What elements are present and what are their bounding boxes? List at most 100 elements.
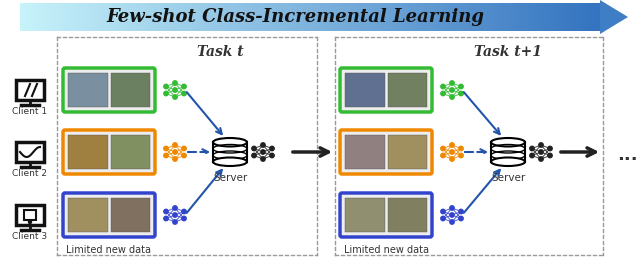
Circle shape	[252, 146, 256, 151]
Circle shape	[182, 209, 186, 214]
Bar	[213, 142, 247, 162]
Text: Limited new data: Limited new data	[67, 245, 152, 255]
Polygon shape	[556, 3, 557, 31]
Polygon shape	[492, 3, 493, 31]
Polygon shape	[252, 3, 254, 31]
Polygon shape	[136, 3, 138, 31]
Polygon shape	[349, 3, 351, 31]
Polygon shape	[118, 3, 120, 31]
Polygon shape	[97, 3, 99, 31]
Polygon shape	[134, 3, 136, 31]
Polygon shape	[200, 3, 202, 31]
Polygon shape	[577, 3, 579, 31]
Polygon shape	[205, 3, 207, 31]
Polygon shape	[271, 3, 273, 31]
Polygon shape	[37, 3, 39, 31]
Polygon shape	[330, 3, 332, 31]
Polygon shape	[362, 3, 364, 31]
Polygon shape	[92, 3, 93, 31]
Polygon shape	[169, 3, 171, 31]
Polygon shape	[410, 3, 412, 31]
Polygon shape	[184, 3, 186, 31]
Polygon shape	[417, 3, 419, 31]
Polygon shape	[554, 3, 556, 31]
Circle shape	[270, 153, 274, 158]
Ellipse shape	[491, 138, 525, 147]
Polygon shape	[28, 3, 29, 31]
Polygon shape	[455, 3, 457, 31]
FancyBboxPatch shape	[340, 68, 432, 112]
Polygon shape	[248, 3, 250, 31]
Polygon shape	[120, 3, 122, 31]
Polygon shape	[445, 3, 447, 31]
FancyBboxPatch shape	[16, 205, 44, 225]
Bar	[345, 73, 385, 107]
Polygon shape	[116, 3, 118, 31]
FancyBboxPatch shape	[63, 68, 155, 112]
Polygon shape	[544, 3, 546, 31]
Polygon shape	[476, 3, 478, 31]
Polygon shape	[339, 3, 341, 31]
Ellipse shape	[213, 138, 247, 147]
Polygon shape	[281, 3, 283, 31]
Circle shape	[441, 216, 445, 221]
Circle shape	[450, 143, 454, 147]
Circle shape	[261, 157, 265, 161]
Circle shape	[261, 150, 265, 154]
Bar	[387, 73, 427, 107]
Polygon shape	[223, 3, 225, 31]
Polygon shape	[317, 3, 319, 31]
Polygon shape	[438, 3, 440, 31]
Polygon shape	[268, 3, 269, 31]
Polygon shape	[401, 3, 403, 31]
Polygon shape	[521, 3, 523, 31]
Polygon shape	[569, 3, 571, 31]
FancyBboxPatch shape	[63, 193, 155, 237]
Circle shape	[459, 84, 463, 89]
Polygon shape	[310, 3, 312, 31]
Polygon shape	[72, 3, 74, 31]
Polygon shape	[550, 3, 552, 31]
Polygon shape	[503, 3, 505, 31]
Polygon shape	[80, 3, 82, 31]
Polygon shape	[243, 3, 244, 31]
Polygon shape	[95, 3, 97, 31]
Polygon shape	[480, 3, 482, 31]
Circle shape	[441, 209, 445, 214]
Polygon shape	[51, 3, 53, 31]
Polygon shape	[571, 3, 573, 31]
Circle shape	[173, 157, 177, 161]
Polygon shape	[150, 3, 152, 31]
Polygon shape	[434, 3, 436, 31]
Circle shape	[182, 216, 186, 221]
Polygon shape	[432, 3, 434, 31]
Bar	[345, 135, 385, 169]
Polygon shape	[194, 3, 196, 31]
Polygon shape	[542, 3, 544, 31]
Polygon shape	[207, 3, 209, 31]
Polygon shape	[20, 3, 22, 31]
Polygon shape	[304, 3, 306, 31]
Polygon shape	[488, 3, 490, 31]
Polygon shape	[144, 3, 146, 31]
Polygon shape	[53, 3, 55, 31]
Polygon shape	[84, 3, 86, 31]
Circle shape	[450, 150, 454, 154]
Circle shape	[459, 216, 463, 221]
Polygon shape	[107, 3, 109, 31]
Polygon shape	[192, 3, 194, 31]
Polygon shape	[575, 3, 577, 31]
Circle shape	[530, 153, 534, 158]
Polygon shape	[209, 3, 211, 31]
Polygon shape	[505, 3, 507, 31]
Text: Task t: Task t	[196, 45, 243, 59]
Text: Client 3: Client 3	[12, 232, 47, 241]
Circle shape	[530, 146, 534, 151]
Polygon shape	[444, 3, 445, 31]
Polygon shape	[419, 3, 420, 31]
Polygon shape	[326, 3, 328, 31]
Polygon shape	[186, 3, 188, 31]
Polygon shape	[380, 3, 381, 31]
Circle shape	[450, 213, 454, 217]
Polygon shape	[109, 3, 111, 31]
